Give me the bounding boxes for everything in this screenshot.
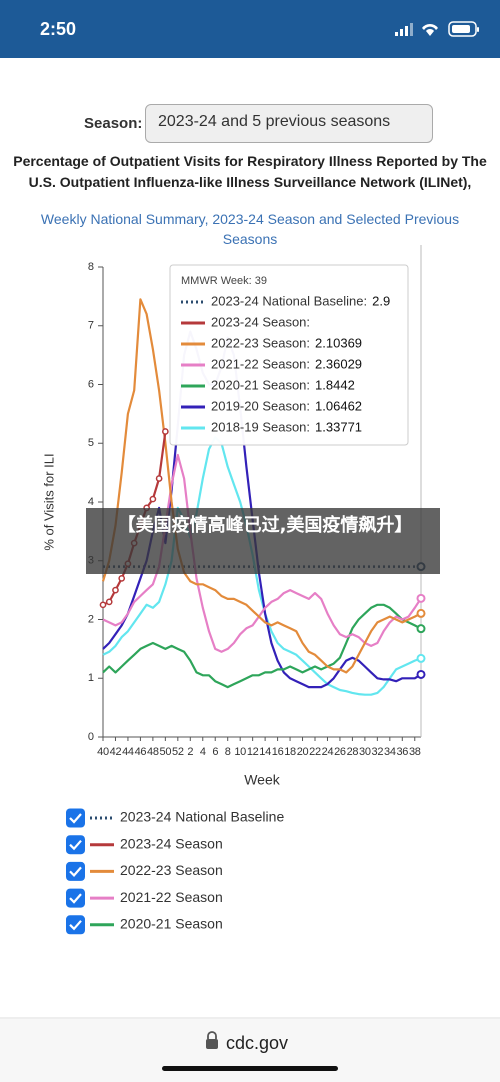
tooltip-label: 2021-22 Season: <box>211 356 310 371</box>
y-tick-label: 1 <box>88 672 94 684</box>
browser-bar <box>0 1019 500 1082</box>
legend-label[interactable]: 2021-22 Season <box>120 889 223 905</box>
home-indicator <box>162 1066 338 1071</box>
x-tick-label: 16 <box>272 746 284 758</box>
tooltip <box>169 264 409 446</box>
legend-checkbox[interactable] <box>66 808 85 828</box>
overlay-caption: 【美国疫情高峰已过,美国疫情飙升】 <box>117 515 413 536</box>
hover-marker <box>416 624 426 634</box>
chart: 0123456784042444648505224681012141618202… <box>41 245 426 935</box>
legend-check <box>69 813 82 824</box>
tooltip-value: 1.33771 <box>315 419 362 434</box>
tooltip-label: 2023-24 National Baseline: <box>211 293 367 308</box>
series-point <box>162 428 169 435</box>
chart-title: Percentage of Outpatient Visits for Resp… <box>13 153 487 190</box>
y-tick-label: 2 <box>88 613 94 625</box>
series-line <box>102 603 422 689</box>
y-axis-label: % of Visits for ILI <box>41 453 56 550</box>
legend-checkbox[interactable] <box>66 888 85 908</box>
hover-marker <box>416 653 426 663</box>
series-line <box>102 436 422 696</box>
x-tick-label: 52 <box>172 746 184 758</box>
legend-label[interactable]: 2023-24 Season <box>120 835 223 851</box>
x-tick-label: 46 <box>135 746 147 758</box>
legend-check <box>69 920 82 931</box>
y-tick-label: 0 <box>88 731 94 743</box>
series-line <box>101 298 422 674</box>
tooltip-value: 1.8442 <box>315 377 355 392</box>
x-tick-label: 40 <box>97 746 109 758</box>
status-time: 2:50 <box>40 19 76 39</box>
hover-marker <box>416 608 426 618</box>
series-point <box>99 601 107 609</box>
series-line <box>102 453 422 653</box>
x-tick-label: 10 <box>234 746 246 758</box>
tooltip-title: MMWR Week: 39 <box>181 275 267 287</box>
y-tick-label: 8 <box>88 261 94 273</box>
overlay-band <box>86 508 440 574</box>
x-tick-label: 2 <box>187 746 193 758</box>
season-select[interactable] <box>145 104 433 143</box>
tooltip-value: 2.36029 <box>315 356 362 371</box>
x-tick-label: 42 <box>110 746 122 758</box>
x-tick-label: 38 <box>409 746 421 758</box>
x-tick-label: 22 <box>309 746 321 758</box>
x-tick-label: 28 <box>347 746 359 758</box>
x-tick-label: 34 <box>384 746 396 758</box>
x-tick-label: 14 <box>259 746 271 758</box>
x-axis-label: Week <box>244 772 281 788</box>
status-icons <box>395 21 479 37</box>
hover-marker <box>416 669 426 679</box>
x-tick-label: 26 <box>334 746 346 758</box>
x-tick-label: 50 <box>160 746 172 758</box>
tooltip-label: 2020-21 Season: <box>211 377 310 392</box>
tooltip-label: 2022-23 Season: <box>211 335 310 350</box>
chart-subtitle: Weekly National Summary, 2023-24 Season … <box>40 211 460 247</box>
y-tick-label: 5 <box>88 437 94 449</box>
tooltip-value: 1.06462 <box>315 398 362 413</box>
legend-checkbox[interactable] <box>66 915 85 935</box>
tooltip-value: 2.10369 <box>315 335 362 350</box>
lock-icon <box>206 1031 218 1049</box>
series-point <box>155 475 163 482</box>
legend-label[interactable]: 2020-21 Season <box>120 916 223 932</box>
series-point <box>118 575 126 582</box>
x-tick-label: 24 <box>322 746 334 758</box>
x-tick-label: 36 <box>396 746 408 758</box>
legend-check <box>69 866 82 878</box>
hover-marker <box>416 593 426 603</box>
season-select-text[interactable]: 2023-24 and 5 previous seasons <box>158 113 391 130</box>
legend-checkbox[interactable] <box>66 861 85 881</box>
x-tick-label: 4 <box>200 746 206 758</box>
x-tick-label: 44 <box>122 746 134 758</box>
season-label: Season: <box>84 115 143 132</box>
x-tick-label: 48 <box>147 746 159 758</box>
legend-check <box>69 893 82 904</box>
x-tick-label: 30 <box>359 746 371 758</box>
tooltip-label: 2023-24 Season: <box>211 314 310 329</box>
tooltip-label: 2019-20 Season: <box>211 398 310 413</box>
y-tick-label: 7 <box>88 320 94 332</box>
url[interactable]: cdc.gov <box>226 1033 288 1053</box>
x-tick-label: 8 <box>225 746 231 758</box>
status-bar <box>0 0 500 58</box>
series-point <box>112 586 119 594</box>
y-tick-label: 4 <box>88 496 94 508</box>
x-tick-label: 12 <box>247 746 259 758</box>
x-tick-label: 20 <box>297 746 309 758</box>
y-tick-label: 6 <box>88 378 94 390</box>
tooltip-value: 2.9 <box>372 293 390 308</box>
legend-label[interactable]: 2022-23 Season <box>120 862 223 878</box>
x-tick-label: 18 <box>284 746 296 758</box>
x-tick-label: 32 <box>372 746 384 758</box>
x-tick-label: 6 <box>212 746 218 758</box>
series-point <box>105 598 113 606</box>
legend-label[interactable]: 2023-24 National Baseline <box>120 809 284 825</box>
legend-checkbox[interactable] <box>66 835 85 855</box>
series-point <box>149 495 157 503</box>
legend-check <box>69 839 82 851</box>
tooltip-label: 2018-19 Season: <box>211 419 310 434</box>
